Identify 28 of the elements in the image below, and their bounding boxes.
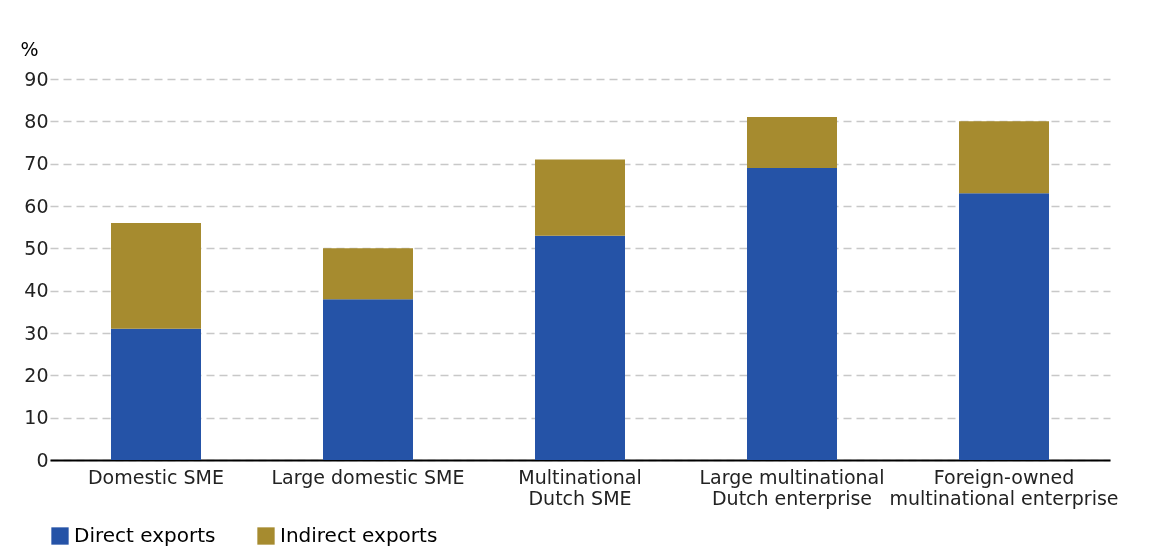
x-tick-label: Domestic SME <box>87 465 225 488</box>
y-tick-label: 10 <box>24 406 49 429</box>
bar <box>535 235 625 460</box>
bar <box>111 328 201 460</box>
x-tick-label: Multinational Dutch SME <box>518 465 642 509</box>
y-tick-label: 80 <box>24 109 49 132</box>
y-tick-label: 20 <box>24 363 49 386</box>
bar <box>959 121 1049 194</box>
bar <box>959 193 1049 460</box>
legend-label: Direct exports <box>74 523 216 547</box>
x-tick-label: Large multinational Dutch enterprise <box>699 465 885 509</box>
x-tick-label: Large domestic SME <box>271 465 465 488</box>
bar <box>111 222 201 329</box>
bar <box>323 299 413 460</box>
y-tick-label: 0 <box>36 448 49 471</box>
legend-label: Indirect exports <box>280 523 438 547</box>
y-tick-label: 50 <box>24 236 49 259</box>
y-tick-label: 70 <box>24 152 49 175</box>
bar <box>535 159 625 236</box>
y-tick-label: 30 <box>24 321 49 344</box>
y-tick-label: 60 <box>24 194 49 217</box>
x-tick-label: Foreign-owned multinational enterprise <box>889 465 1119 509</box>
y-tick-label: 90 <box>24 67 49 90</box>
y-axis-title: % <box>20 37 39 60</box>
bar <box>747 117 837 168</box>
y-tick-label: 40 <box>24 279 49 302</box>
bar <box>747 167 837 460</box>
bar <box>323 248 413 300</box>
